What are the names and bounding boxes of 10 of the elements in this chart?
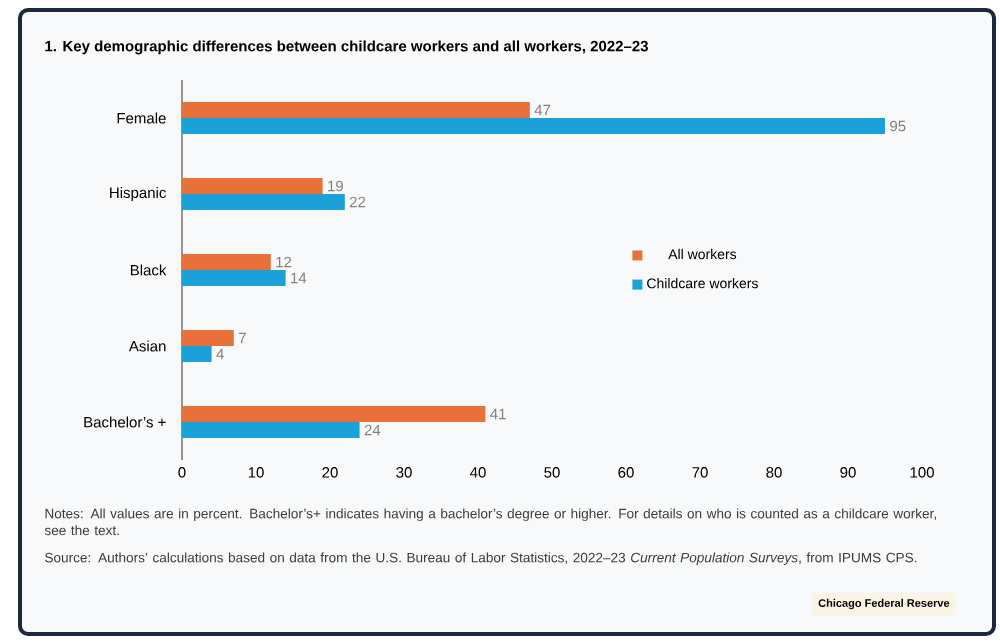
bar — [182, 254, 271, 271]
bar — [182, 270, 286, 286]
bar — [182, 194, 345, 211]
bar — [182, 330, 234, 346]
bar — [182, 422, 360, 438]
bar — [182, 178, 323, 194]
bar — [182, 346, 212, 363]
bar — [182, 102, 530, 119]
bar — [182, 406, 486, 422]
bar — [182, 118, 886, 135]
